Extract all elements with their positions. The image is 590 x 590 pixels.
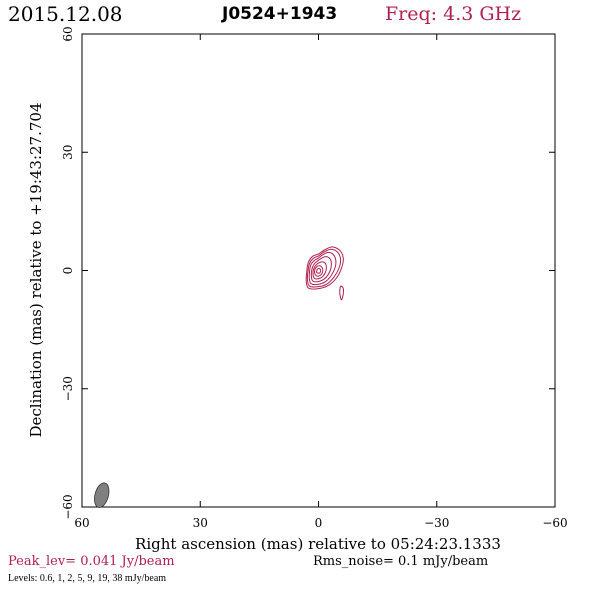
x-ticks: 60 30 0 −30 −60 (74, 34, 568, 530)
peak-level: Peak_lev= 0.041 Jy/beam (8, 554, 175, 569)
y-axis-label: Declination (mas) relative to +19:43:27.… (27, 102, 45, 437)
y-ticks: −60 −30 0 30 60 (61, 26, 555, 520)
plot-frame (81, 33, 556, 508)
x-tick-label: 60 (74, 516, 89, 530)
contour-level-38 (316, 267, 322, 274)
x-tick-label: 30 (193, 516, 208, 530)
contour-level-2 (308, 251, 337, 286)
y-tick-label: 0 (61, 267, 75, 275)
contours (305, 246, 344, 301)
x-tick-label: −30 (424, 516, 449, 530)
y-tick-label: −30 (61, 376, 75, 401)
observation-date: 2015.12.08 (8, 2, 123, 26)
contour-level-9 (312, 261, 327, 280)
y-tick-label: 30 (61, 145, 75, 160)
beam (94, 482, 110, 508)
x-tick-label: 0 (315, 516, 323, 530)
contour-level-0_6 (339, 285, 344, 301)
contour-level-0_6 (305, 246, 344, 290)
x-axis-label: Right ascension (mas) relative to 05:24:… (135, 535, 501, 553)
contour-level-1 (306, 248, 342, 288)
y-tick-label: −60 (61, 494, 75, 519)
rms-noise: Rms_noise= 0.1 mJy/beam (313, 554, 489, 569)
contour-levels: Levels: 0.6, 1, 2, 5, 9, 19, 38 mJy/beam (8, 573, 167, 584)
beam-ellipse (94, 482, 110, 508)
contour-level-5 (310, 256, 332, 283)
source-name: J0524+1943 (222, 4, 338, 24)
y-tick-label: 60 (61, 26, 75, 41)
frequency-label: Freq: 4.3 GHz (385, 3, 522, 25)
contour-level-19 (313, 265, 324, 277)
x-tick-label: −60 (542, 516, 567, 530)
